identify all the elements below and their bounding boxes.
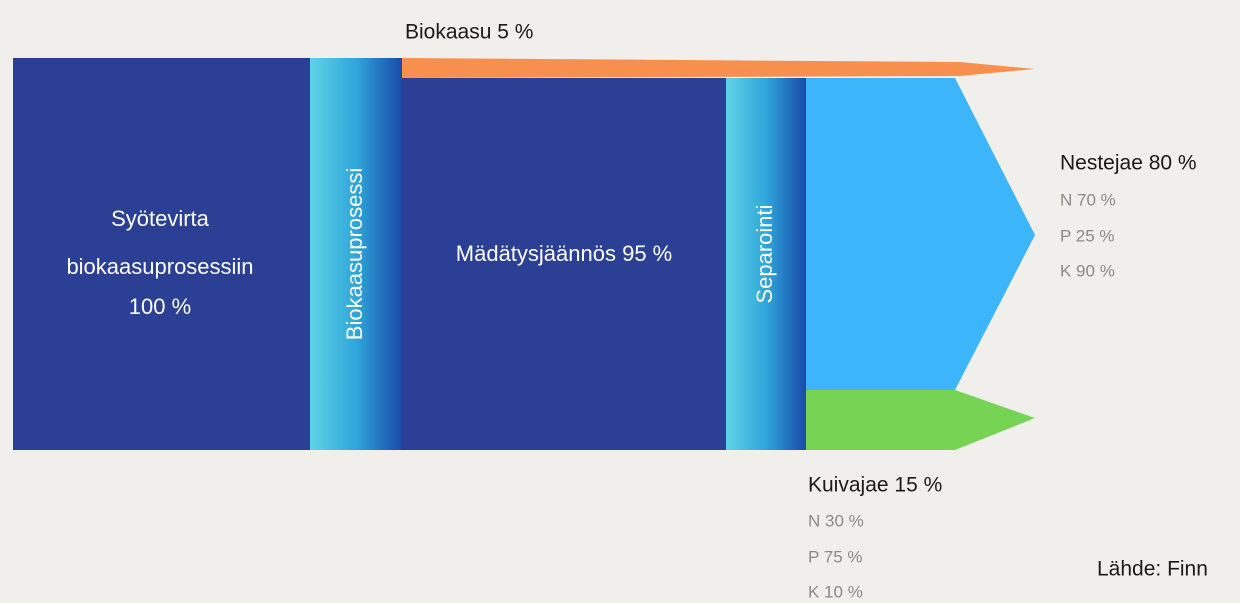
separation-bar — [726, 78, 806, 450]
digestate-block — [402, 78, 726, 450]
biogas-flow — [402, 58, 1035, 78]
solid-label: Kuivajae 15 % — [808, 474, 942, 497]
process-label: Biokaasuprosessi — [342, 168, 367, 340]
feed-block — [13, 58, 310, 450]
nutrient: P 75 % — [808, 547, 863, 566]
feed-label: Syötevirta — [111, 206, 210, 231]
nutrient: N 70 % — [1060, 190, 1116, 209]
solid-flow — [806, 390, 1035, 450]
nutrient: K 10 % — [808, 582, 863, 601]
feed-label: 100 % — [129, 294, 191, 319]
liquid-label: Nestejae 80 % — [1060, 152, 1197, 175]
liquid-flow — [806, 78, 1035, 390]
biogas-label: Biokaasu 5 % — [405, 21, 533, 44]
process-bar — [310, 58, 402, 450]
separation-label: Separointi — [752, 204, 777, 303]
nutrient: N 30 % — [808, 511, 864, 530]
nutrient: K 90 % — [1060, 261, 1115, 280]
feed-label: biokaasuprosessiin — [66, 254, 253, 279]
source: Lähde: Finn — [1097, 558, 1208, 581]
nutrient: P 25 % — [1060, 226, 1115, 245]
digestate-label: Mädätysjäännös 95 % — [456, 241, 672, 266]
